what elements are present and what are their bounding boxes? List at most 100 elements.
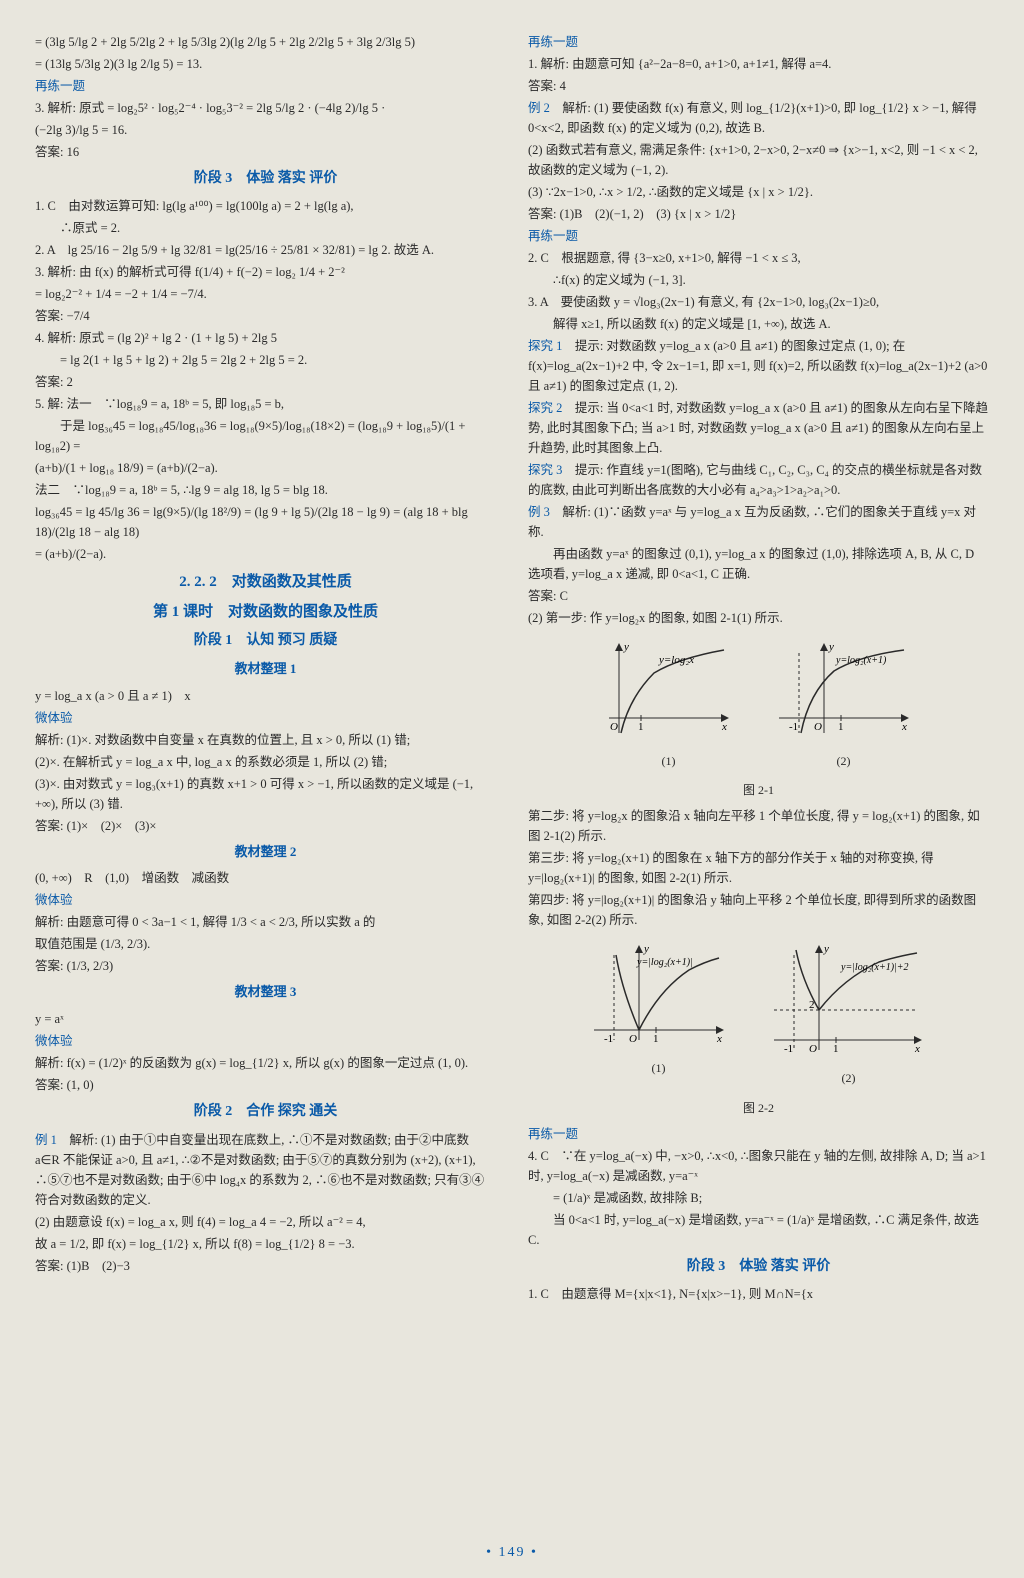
log-curve-svg: O 1 x y y=log₂x	[604, 638, 734, 748]
weitiyan2: 微体验	[35, 890, 496, 910]
s3-1: 1. C 由对数运算可知: lg(lg a¹⁰⁰) = lg(100lg a) …	[35, 196, 496, 216]
abs-log-shifted-svg: -1 O 1 2 x y y=|log₂(x+1)|+2	[769, 940, 929, 1065]
jc3-jx: 解析: f(x) = (1/2)ˣ 的反函数为 g(x) = log_{1/2}…	[35, 1053, 496, 1073]
figure-2-2: -1 O 1 x y y=|log₂(x+1)| (1)	[528, 940, 989, 1088]
jc1-jx2: (2)×. 在解析式 y = log_a x 中, log_a x 的系数必须是…	[35, 752, 496, 772]
li3-2: 再由函数 y=aˣ 的图象过 (0,1), y=log_a x 的图象过 (1,…	[528, 544, 989, 584]
step3: 第三步: 将 y=log₂(x+1) 的图象在 x 轴下方的部分作关于 x 轴的…	[528, 848, 989, 888]
svg-text:1: 1	[838, 721, 844, 733]
svg-text:y: y	[823, 943, 829, 955]
r2-3: 3. A 要使函数 y = √log₃(2x−1) 有意义, 有 {2x−1>0…	[528, 292, 989, 312]
svg-text:-1: -1	[784, 1043, 793, 1055]
r2-2b: ∴f(x) 的定义域为 (−1, 3].	[528, 270, 989, 290]
fig-2-1-1: O 1 x y y=log₂x (1)	[604, 638, 734, 771]
weitiyan3: 微体验	[35, 1031, 496, 1051]
svg-text:y=log₂x: y=log₂x	[658, 654, 694, 666]
li1-2b: 故 a = 1/2, 即 f(x) = log_{1/2} x, 所以 f(8)…	[35, 1234, 496, 1254]
jc1-ans: 答案: (1)× (2)× (3)×	[35, 816, 496, 836]
s3-5b: 于是 log₃₆45 = log₁₈45/log₁₈36 = log₁₈(9×5…	[35, 416, 496, 456]
svg-text:-1: -1	[604, 1033, 613, 1045]
fig-2-2-1-cap: (1)	[652, 1059, 666, 1078]
page-container: = (3lg 5/lg 2 + 2lg 5/2lg 2 + lg 5/3lg 2…	[35, 30, 989, 1306]
svg-text:y: y	[643, 943, 649, 955]
jc1-jx: 解析: (1)×. 对数函数中自变量 x 在真数的位置上, 且 x > 0, 所…	[35, 730, 496, 750]
fig-2-2-1: -1 O 1 x y y=|log₂(x+1)| (1)	[589, 940, 729, 1088]
s3-4b: = lg 2(1 + lg 5 + lg 2) + 2lg 5 = 2lg 2 …	[35, 350, 496, 370]
jc1-jx3: (3)×. 由对数式 y = log₃(x+1) 的真数 x+1 > 0 可得 …	[35, 774, 496, 814]
fig-2-2-2-cap: (2)	[842, 1069, 856, 1088]
q3-answer: 答案: 16	[35, 142, 496, 162]
stage3-heading: 阶段 3 体验 落实 评价	[35, 168, 496, 190]
tj3-label: 探究 3	[528, 463, 562, 477]
li2-ans: 答案: (1)B (2)(−1, 2) (3) {x | x > 1/2}	[528, 204, 989, 224]
svg-text:y=|log₂(x+1)|: y=|log₂(x+1)|	[636, 957, 693, 968]
li1-2: (2) 由题意设 f(x) = log_a x, 则 f(4) = log_a …	[35, 1212, 496, 1232]
li2-label: 例 2	[528, 101, 550, 115]
svg-text:-1: -1	[789, 721, 798, 733]
svg-text:y: y	[623, 641, 629, 653]
svg-text:O: O	[610, 721, 618, 733]
left-column: = (3lg 5/lg 2 + 2lg 5/2lg 2 + lg 5/3lg 2…	[35, 30, 496, 1306]
li2-3: (3) ∵2x−1>0, ∴x > 1/2, ∴函数的定义域是 {x | x >…	[528, 182, 989, 202]
step2: 第二步: 将 y=log₂x 的图象沿 x 轴向左平移 1 个单位长度, 得 y…	[528, 806, 989, 846]
equation: = (3lg 5/lg 2 + 2lg 5/2lg 2 + lg 5/3lg 2…	[35, 32, 496, 52]
jczl3: 教材整理 3	[35, 982, 496, 1003]
s3-5: 5. 解: 法一 ∵log₁₈9 = a, 18ᵇ = 5, 即 log₁₈5 …	[35, 394, 496, 414]
stage2-heading: 阶段 2 合作 探究 通关	[35, 1101, 496, 1123]
li3-jx: 解析: (1)∵函数 y=aˣ 与 y=log_a x 互为反函数, ∴它们的图…	[528, 505, 976, 539]
tj3-txt: 提示: 作直线 y=1(图略), 它与曲线 C₁, C₂, C₃, C₄ 的交点…	[528, 463, 982, 497]
relian-r2: 再练一题	[528, 226, 989, 246]
svg-text:x: x	[721, 721, 727, 733]
lesson1-heading: 第 1 课时 对数函数的图象及性质	[35, 600, 496, 624]
jc2-ans: 答案: (1/3, 2/3)	[35, 956, 496, 976]
svg-text:y=|log₂(x+1)|+2: y=|log₂(x+1)|+2	[840, 962, 909, 973]
jc2-jx: 解析: 由题意可得 0 < 3a−1 < 1, 解得 1/3 < a < 2/3…	[35, 912, 496, 932]
li1-label: 例 1	[35, 1133, 57, 1147]
svg-text:1: 1	[653, 1033, 659, 1045]
fig-2-1-1-cap: (1)	[662, 752, 676, 771]
tj2-txt: 提示: 当 0<a<1 时, 对数函数 y=log_a x (a>0 且 a≠1…	[528, 401, 988, 455]
stage3r-heading: 阶段 3 体验 落实 评价	[528, 1256, 989, 1278]
relian-r1: 再练一题	[528, 32, 989, 52]
q3: 3. 解析: 原式 = log₂5² · log₅2⁻⁴ · log₅3⁻² =…	[35, 98, 496, 118]
svg-text:O: O	[809, 1043, 817, 1055]
svg-text:x: x	[716, 1033, 722, 1045]
figure-2-1: O 1 x y y=log₂x (1) -1	[528, 638, 989, 771]
svg-text:x: x	[914, 1043, 920, 1055]
s3-3: 3. 解析: 由 f(x) 的解析式可得 f(1/4) + f(−2) = lo…	[35, 262, 496, 282]
fig-2-1-2: -1 O 1 x y y=log₂(x+1) (2)	[774, 638, 914, 771]
li3-step: (2) 第一步: 作 y=log₂x 的图象, 如图 2-1(1) 所示.	[528, 608, 989, 628]
li2-jx: 解析: (1) 要使函数 f(x) 有意义, 则 log_{1/2}(x+1)>…	[528, 101, 977, 135]
s3-1b: ∴原式 = 2.	[35, 218, 496, 238]
relian-r3: 再练一题	[528, 1124, 989, 1144]
svg-text:1: 1	[638, 721, 644, 733]
jc3-ans: 答案: (1, 0)	[35, 1075, 496, 1095]
fig-2-1-main: 图 2-1	[528, 781, 989, 800]
jc2-jx2: 取值范围是 (1/3, 2/3).	[35, 934, 496, 954]
weitiyan1: 微体验	[35, 708, 496, 728]
fig-2-2-main: 图 2-2	[528, 1099, 989, 1118]
svg-text:O: O	[814, 721, 822, 733]
s3-4-ans: 答案: 2	[35, 372, 496, 392]
s3-4: 4. 解析: 原式 = (lg 2)² + lg 2 · (1 + lg 5) …	[35, 328, 496, 348]
s3-5e: log₃₆45 = lg 45/lg 36 = lg(9×5)/(lg 18²/…	[35, 502, 496, 542]
svg-text:2: 2	[809, 999, 815, 1011]
r2-3b: 解得 x≥1, 所以函数 f(x) 的定义域是 [1, +∞), 故选 A.	[528, 314, 989, 334]
r4b: = (1/a)ˣ 是减函数, 故排除 B;	[528, 1188, 989, 1208]
li1-ans: 答案: (1)B (2)−3	[35, 1256, 496, 1276]
s3-3b: = log₂2⁻² + 1/4 = −2 + 1/4 = −7/4.	[35, 284, 496, 304]
right-column: 再练一题 1. 解析: 由题意可知 {a²−2a−8=0, a+1>0, a+1…	[528, 30, 989, 1306]
step4: 第四步: 将 y=|log₂(x+1)| 的图象沿 y 轴向上平移 2 个单位长…	[528, 890, 989, 930]
page-number: • 149 •	[0, 1542, 1024, 1564]
equation: = (13lg 5/3lg 2)(3 lg 2/lg 5) = 13.	[35, 54, 496, 74]
s3-5d: 法二 ∵log₁₈9 = a, 18ᵇ = 5, ∴lg 9 = alg 18,…	[35, 480, 496, 500]
s3-5f: = (a+b)/(2−a).	[35, 544, 496, 564]
log-curve-shifted-svg: -1 O 1 x y y=log₂(x+1)	[774, 638, 914, 748]
jc3-1: y = aˣ	[35, 1009, 496, 1029]
svg-text:y: y	[828, 641, 834, 653]
r4: 4. C ∵在 y=log_a(−x) 中, −x>0, ∴x<0, ∴图象只能…	[528, 1146, 989, 1186]
s3-2: 2. A lg 25/16 − 2lg 5/9 + lg 32/81 = lg(…	[35, 240, 496, 260]
r2-2: 2. C 根据题意, 得 {3−x≥0, x+1>0, 解得 −1 < x ≤ …	[528, 248, 989, 268]
s3-5c: (a+b)/(1 + log₁₈ 18/9) = (a+b)/(2−a).	[35, 458, 496, 478]
tj1-txt: 提示: 对数函数 y=log_a x (a>0 且 a≠1) 的图象过定点 (1…	[528, 339, 987, 393]
